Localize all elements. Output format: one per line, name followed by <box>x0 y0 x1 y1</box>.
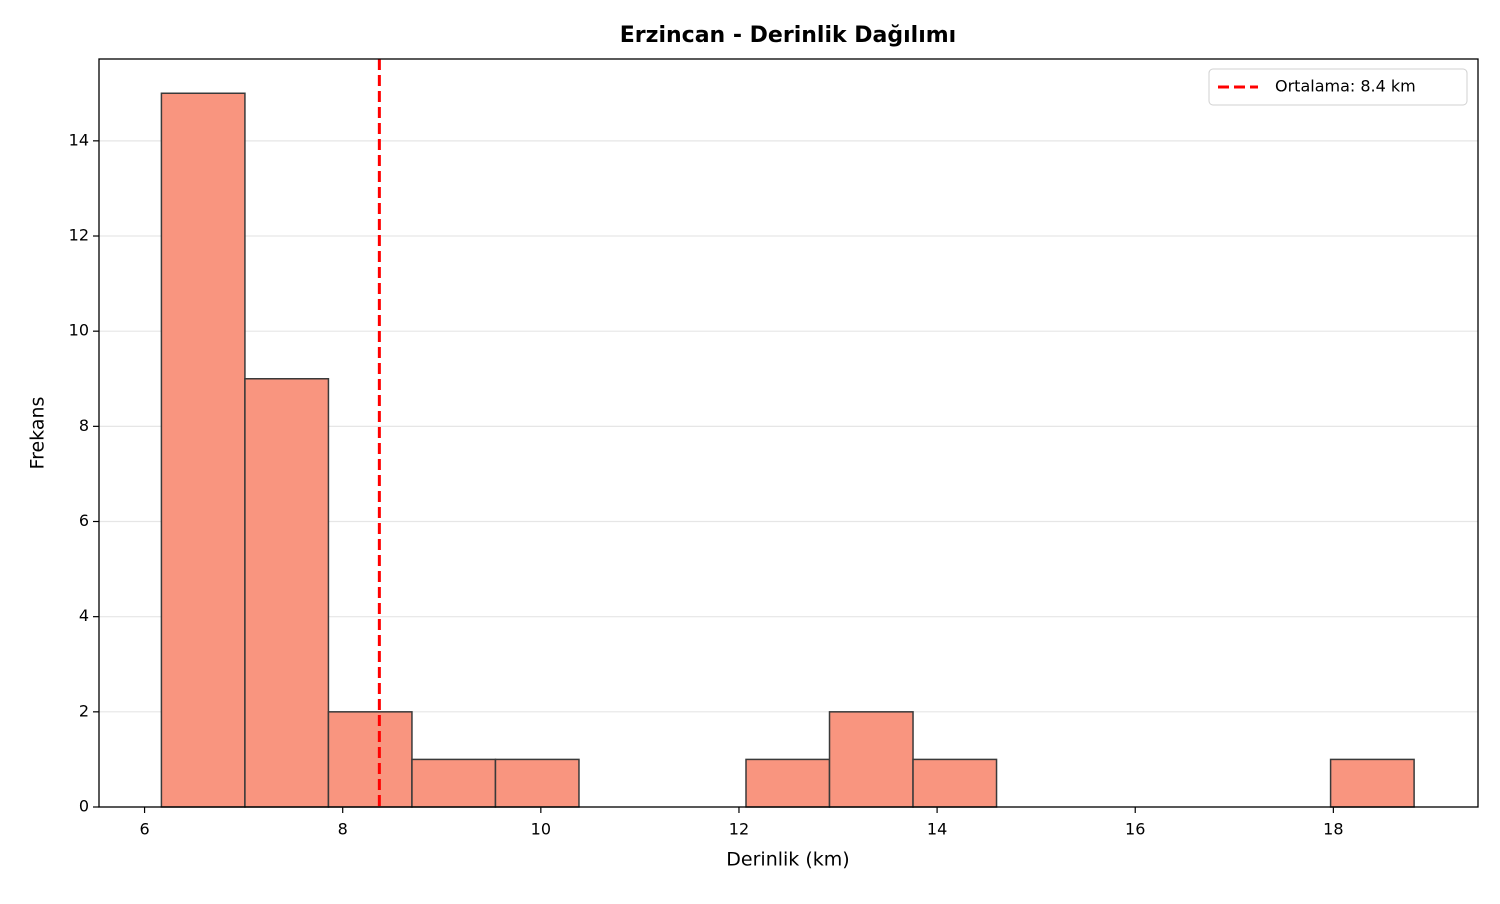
y-tick-label: 0 <box>79 797 89 816</box>
y-tick-label: 2 <box>79 701 89 720</box>
y-tick-label: 8 <box>79 416 89 435</box>
y-axis-label: Frekans <box>27 397 49 470</box>
x-axis-label: Derinlik (km) <box>726 849 849 871</box>
bar <box>327 711 413 808</box>
x-tick-label: 6 <box>139 820 149 839</box>
bar <box>828 711 914 808</box>
bar <box>160 92 246 808</box>
y-tick-label: 12 <box>69 226 89 245</box>
bar <box>494 758 580 808</box>
x-tick-label: 14 <box>927 820 947 839</box>
y-tick-label: 14 <box>69 130 89 149</box>
legend-label: Ortalama: 8.4 km <box>1275 77 1416 96</box>
legend-box <box>1208 68 1468 106</box>
x-tick-label: 16 <box>1125 820 1145 839</box>
x-tick-label: 10 <box>531 820 551 839</box>
y-tick-label: 6 <box>79 511 89 530</box>
bar <box>244 378 330 808</box>
bar <box>745 758 831 808</box>
bar <box>912 758 998 808</box>
x-tick-label: 12 <box>729 820 749 839</box>
y-tick-label: 10 <box>69 321 89 340</box>
plot-frame <box>98 58 1479 808</box>
bar <box>1329 758 1415 808</box>
y-tick-label: 4 <box>79 606 89 625</box>
x-tick-label: 8 <box>338 820 348 839</box>
chart-title: Erzincan - Derinlik Dağılımı <box>620 23 956 48</box>
bar <box>411 758 497 808</box>
x-tick-label: 18 <box>1323 820 1343 839</box>
